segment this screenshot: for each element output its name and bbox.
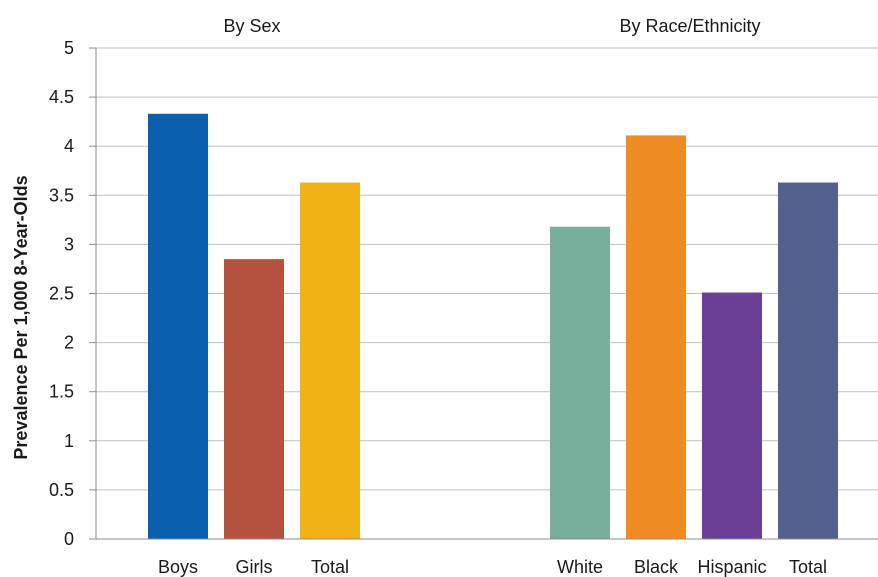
bar-total: [778, 182, 838, 539]
y-tick-label: 1: [64, 431, 74, 451]
y-tick-label: 4.5: [49, 87, 74, 107]
bar-white: [550, 226, 610, 539]
y-tick-label: 2.5: [49, 284, 74, 304]
bar-black: [626, 135, 686, 539]
group-label: By Sex: [223, 16, 280, 36]
x-tick-label: Total: [311, 557, 349, 577]
y-tick-label: 0: [64, 529, 74, 549]
y-tick-label: 2: [64, 333, 74, 353]
group-label: By Race/Ethnicity: [619, 16, 760, 36]
bar-girls: [224, 259, 284, 539]
y-tick-label: 3: [64, 234, 74, 254]
y-tick-label: 1.5: [49, 382, 74, 402]
x-tick-label: Girls: [236, 557, 273, 577]
bar-boys: [148, 113, 208, 539]
y-tick-label: 5: [64, 38, 74, 58]
axes: [89, 47, 878, 540]
labels: 0 0.5 1 1.5 2 2.5 3 3.5 4 4.5 5 Prevalence Per 1,00…: [11, 16, 827, 577]
x-tick-label: Black: [634, 557, 679, 577]
bar-hispanic: [702, 292, 762, 539]
y-axis-label: Prevalence Per 1,000 8-Year-Olds: [11, 175, 31, 459]
y-tick-label: 3.5: [49, 185, 74, 205]
y-tick-label: 0.5: [49, 480, 74, 500]
x-tick-label: Boys: [158, 557, 198, 577]
bars: [148, 113, 838, 539]
x-tick-label: Hispanic: [697, 557, 766, 577]
x-tick-label: Total: [789, 557, 827, 577]
y-tick-label: 4: [64, 136, 74, 156]
bar-total: [300, 182, 360, 539]
x-tick-label: White: [557, 557, 603, 577]
